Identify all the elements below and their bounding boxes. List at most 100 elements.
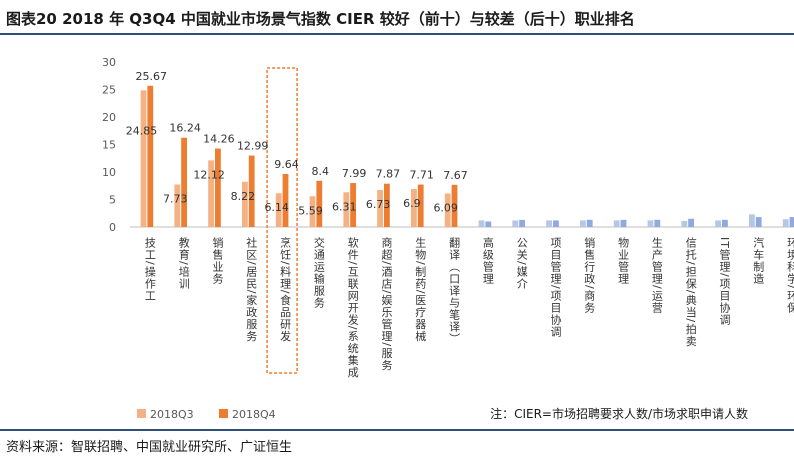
data-label-2018q4: 7.67 [443, 169, 468, 182]
category-label: 软件/互联网开发/系统集成 [346, 236, 359, 379]
bar-2018q4 [282, 173, 289, 227]
bar-2018q4 [755, 217, 762, 227]
data-label-2018q3: 6.73 [366, 198, 391, 211]
legend-label-2018q3: 2018Q3 [150, 408, 194, 421]
category-label: 公关/媒介 [515, 237, 528, 290]
bar-2018q4 [688, 218, 694, 227]
data-label-2018q4: 7.71 [409, 169, 434, 182]
y-tick-label: 10 [102, 166, 116, 179]
category-label: 生物/制药/医疗器械 [414, 236, 427, 343]
category-label: 项目管理/项目协调 [549, 237, 562, 338]
bar-chart: 0 5 10 15 20 25 30 24.85 25.67 7.73 16.24 12.12 14.… [102, 56, 794, 421]
bar-2018q3 [208, 160, 214, 227]
category-label: 生产管理/运营 [650, 236, 663, 314]
data-label-2018q4: 12.99 [237, 140, 269, 153]
legend-label-2018q4: 2018Q4 [232, 408, 276, 421]
category-label: 销售业务 [211, 236, 224, 285]
category-labels: 技工/操作工 教育/培训 销售业务 社区/居民/家政服务 烹饪/料理/食品研发 交通运输服… [143, 236, 794, 379]
bar-2018q4 [248, 155, 255, 227]
chart-note: 注：CIER=市场招聘要求人数/市场求职申请人数 [490, 406, 748, 421]
y-tick-label: 15 [102, 139, 116, 152]
bar-2018q3 [546, 220, 552, 227]
bar-2018q4 [350, 183, 356, 227]
bar-2018q3 [647, 220, 654, 227]
bar-2018q3 [343, 192, 350, 227]
y-tick-label: 5 [109, 194, 116, 207]
category-label: 高级管理 [481, 236, 494, 285]
data-label-2018q4: 7.87 [376, 168, 401, 181]
bar-2018q4 [417, 184, 424, 227]
bar-2018q3 [782, 219, 789, 227]
legend: 2018Q3 2018Q4 [137, 408, 276, 421]
category-label: 环境科学/环保 [786, 237, 794, 314]
data-label-2018q3: 5.59 [298, 204, 323, 217]
bar-2018q3 [613, 220, 620, 227]
bar-2018q3 [411, 189, 417, 227]
y-axis: 0 5 10 15 20 25 30 [102, 56, 116, 234]
bar-2018q3 [309, 196, 316, 227]
bar-2018q3 [512, 220, 519, 227]
bar-2018q4 [181, 137, 187, 227]
bar-2018q3 [478, 220, 485, 227]
source-text: 资料来源：智联招聘、中国就业研究所、广证恒生 [6, 440, 293, 455]
bar-2018q4 [654, 219, 661, 227]
bar-2018q3 [242, 181, 248, 227]
bar-2018q4 [451, 184, 458, 227]
data-label-2018q3: 24.85 [126, 124, 158, 137]
category-label: IT管理/项目协调 [718, 237, 731, 326]
bar-2018q3 [174, 184, 181, 227]
bar-2018q4 [553, 220, 559, 227]
bar-2018q3 [749, 214, 755, 227]
category-label: 技工/操作工 [143, 237, 156, 302]
data-label-2018q3: 12.12 [193, 168, 225, 181]
legend-swatch-2018q4 [219, 409, 228, 418]
title-divider [0, 33, 794, 35]
data-label-2018q3: 8.22 [231, 190, 256, 203]
bar-2018q4 [722, 219, 728, 227]
bar-2018q3 [377, 189, 383, 227]
bars [140, 85, 794, 227]
bar-2018q4 [586, 219, 593, 227]
bar-2018q4 [316, 180, 323, 227]
data-labels: 24.85 25.67 7.73 16.24 12.12 14.26 8.22 12.99 6.… [126, 70, 468, 217]
data-label-2018q3: 6.9 [403, 197, 421, 210]
data-label-2018q3: 6.09 [433, 202, 458, 215]
y-tick-label: 20 [102, 111, 116, 124]
data-label-2018q4: 7.99 [342, 167, 367, 180]
legend-swatch-2018q3 [137, 409, 146, 418]
bar-2018q4 [519, 219, 525, 227]
category-label: 交通运输服务 [312, 236, 325, 309]
data-label-2018q3: 7.73 [163, 192, 188, 205]
y-tick-label: 0 [109, 221, 116, 234]
bar-2018q4 [485, 221, 492, 227]
category-label: 教育/培训 [177, 237, 190, 290]
bar-2018q4 [789, 217, 794, 227]
category-label: 销售行政/商务 [583, 236, 596, 314]
category-label: 商超/酒店/娱乐管理/服务 [380, 236, 393, 371]
y-tick-label: 30 [102, 56, 116, 69]
category-label: 物业管理 [617, 236, 630, 285]
category-label: 社区/居民/家政服务 [245, 236, 258, 343]
data-label-2018q4: 8.4 [312, 165, 330, 178]
bar-2018q4 [384, 183, 390, 227]
bar-2018q3 [580, 220, 586, 227]
bar-2018q3 [275, 193, 282, 227]
bar-2018q3 [444, 193, 451, 227]
chart-title: 图表20 2018 年 Q3Q4 中国就业市场景气指数 CIER 较好（前十）与… [6, 10, 635, 28]
category-label: 汽车制造 [752, 236, 765, 285]
category-label: 翻译（口译与笔译） [448, 236, 461, 345]
data-label-2018q4: 9.64 [274, 158, 299, 171]
category-label: 烹饪/料理/食品研发 [279, 236, 292, 343]
bar-2018q3 [681, 220, 688, 227]
highlight-box [266, 67, 298, 374]
y-tick-label: 25 [102, 84, 116, 97]
data-label-2018q3: 6.14 [264, 201, 289, 214]
bar-2018q3 [140, 90, 147, 227]
category-label: 信托/担保/典当/拍卖 [684, 237, 697, 347]
bar-2018q4 [620, 219, 627, 227]
bar-2018q4 [215, 148, 221, 227]
data-label-2018q3: 6.31 [332, 200, 357, 213]
data-label-2018q4: 16.24 [169, 122, 201, 135]
data-label-2018q4: 14.26 [203, 133, 235, 146]
bar-2018q3 [715, 220, 721, 227]
